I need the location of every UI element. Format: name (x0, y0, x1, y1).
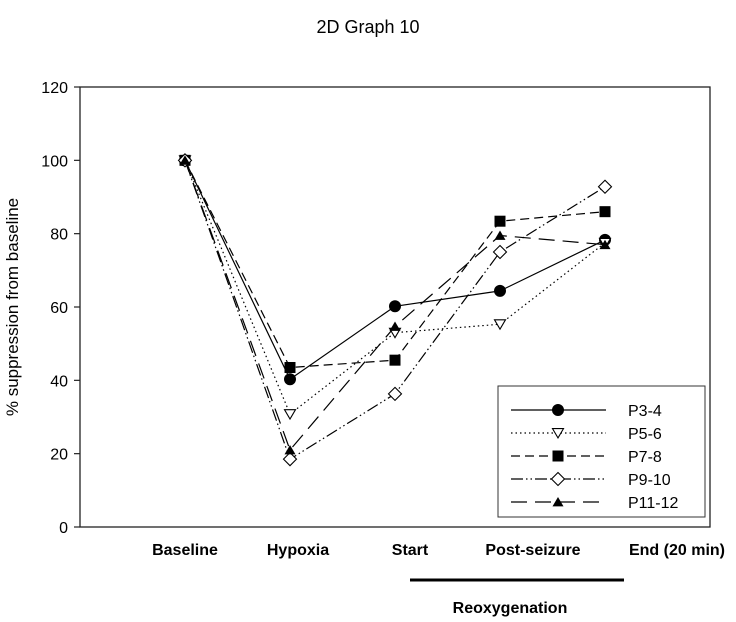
x-tick-label: Baseline (152, 542, 218, 559)
series-line (184, 160, 606, 416)
reoxygenation-label: Reoxygenation (453, 600, 568, 617)
series-group (177, 153, 613, 467)
data-point-triangle-down (283, 409, 297, 421)
legend-box (497, 385, 706, 518)
data-point-circle (389, 300, 401, 313)
y-tick-label: 60 (50, 300, 68, 317)
y-tick-label: 0 (59, 520, 68, 537)
data-point-circle (494, 284, 506, 297)
y-axis: 0 20 40 60 80 100 120 (41, 80, 80, 537)
legend-label: P11-12 (628, 495, 679, 512)
y-tick-label: 80 (50, 227, 68, 244)
legend-label: P7-8 (628, 449, 662, 466)
y-tick-label: 120 (41, 80, 68, 97)
data-point-triangle-up (179, 155, 191, 165)
x-tick-label: Start (392, 542, 429, 559)
x-tick-label: Post-seizure (485, 542, 580, 559)
y-tick-label: 20 (50, 447, 68, 464)
legend-label: P5-6 (628, 426, 662, 443)
data-point-triangle-down (551, 428, 565, 440)
data-point-square (552, 450, 564, 462)
y-axis-label: % suppression from baseline (3, 198, 22, 416)
x-tick-label: Hypoxia (267, 542, 329, 559)
y-tick-label: 40 (50, 373, 68, 390)
series-p3-4 (184, 160, 606, 381)
series-markers-p11-12 (179, 155, 611, 455)
data-point-triangle-up (494, 230, 506, 240)
data-point-diamond (597, 179, 613, 195)
data-point-diamond (387, 386, 403, 402)
chart-title: 2D Graph 10 (316, 17, 419, 37)
data-point-triangle-up (552, 497, 564, 507)
data-point-circle (284, 373, 296, 386)
data-point-circle (552, 404, 564, 416)
x-tick-label: End (20 min) (629, 542, 725, 559)
series-p5-6 (184, 160, 606, 416)
data-point-square (599, 206, 611, 218)
data-point-triangle-up (284, 445, 296, 455)
x-axis: Baseline Hypoxia Start Post-seizure End (20 … (152, 542, 725, 559)
series-markers-p3-4 (179, 154, 611, 386)
data-point-triangle-up (599, 239, 611, 250)
data-point-triangle-up (389, 321, 401, 331)
data-point-diamond (550, 471, 566, 487)
series-line (184, 160, 606, 381)
data-point-square (389, 354, 401, 366)
data-point-square (284, 362, 296, 373)
legend-label: P9-10 (628, 472, 671, 489)
series-markers-p5-6 (178, 155, 612, 421)
series-markers-p7-8 (179, 154, 611, 373)
y-tick-label: 100 (41, 153, 68, 170)
legend-label: P3-4 (628, 403, 662, 420)
data-point-diamond (282, 451, 298, 467)
data-point-diamond (492, 244, 508, 260)
legend: P3-4 P5-6 P7-8 P9-10 P11-12 (497, 385, 706, 518)
data-point-square (494, 215, 506, 227)
data-point-triangle-down (493, 319, 507, 331)
